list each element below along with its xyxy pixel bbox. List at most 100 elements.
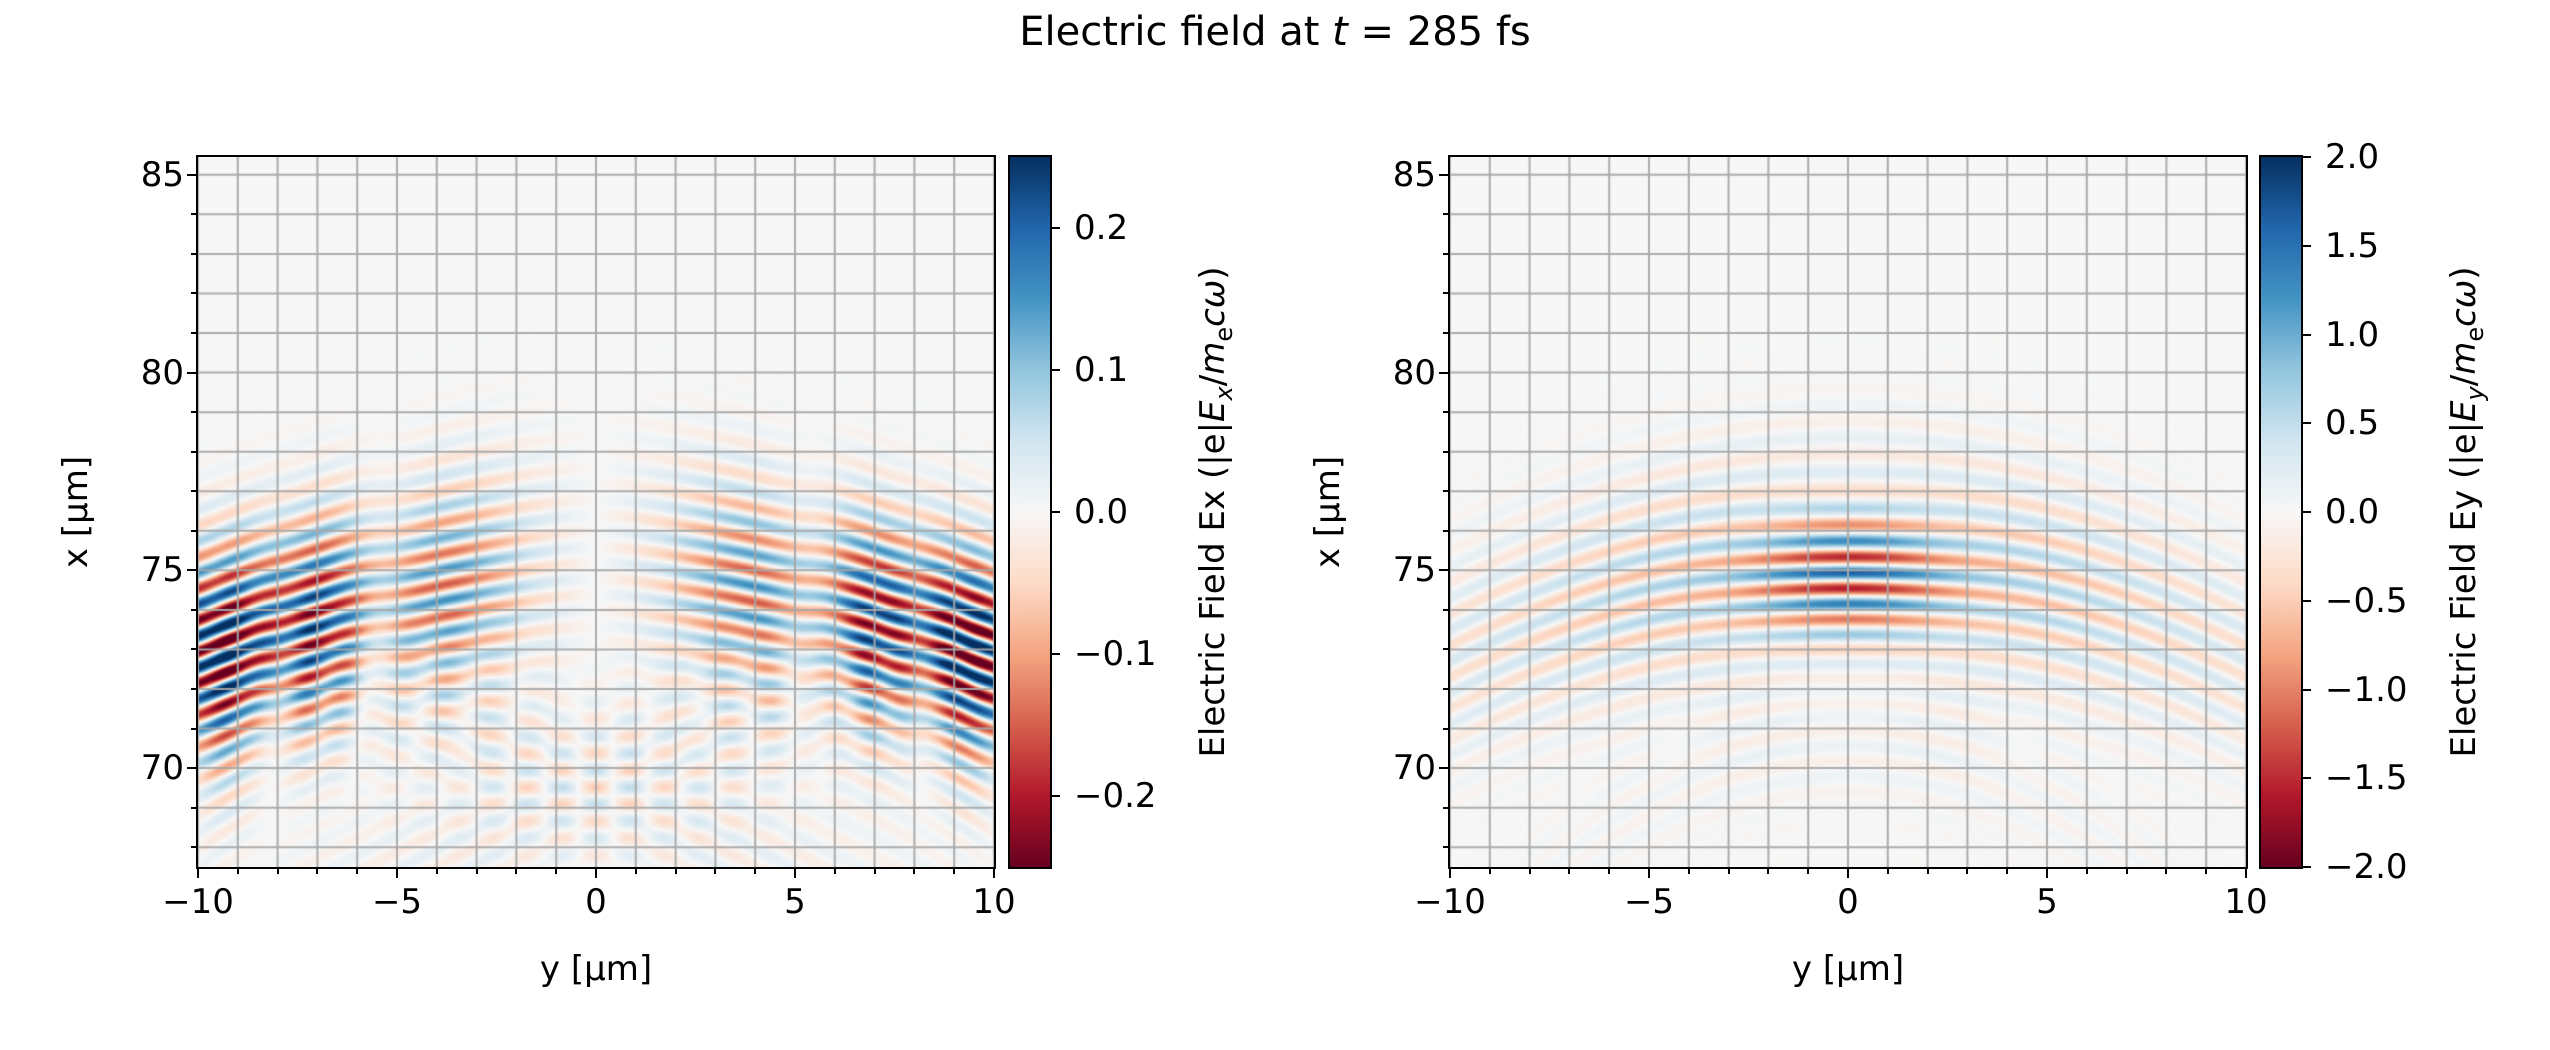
y-axis-major-tick xyxy=(1439,569,1448,572)
colorbar-tick-label: 0.0 xyxy=(1074,492,1129,532)
x-axis-minor-tick xyxy=(1687,869,1690,874)
y-axis-minor-tick xyxy=(191,292,196,295)
label-part: e xyxy=(1210,326,1238,342)
x-axis-minor-tick xyxy=(1926,869,1929,874)
ex-colorbar xyxy=(1008,155,1052,869)
x-axis-minor-tick xyxy=(634,869,637,874)
y-tick-label: 85 xyxy=(1392,154,1436,195)
x-axis-minor-tick xyxy=(2165,869,2168,874)
x-axis-major-tick xyxy=(1449,869,1451,878)
colorbar-tick-label: 1.5 xyxy=(2325,225,2380,266)
y-axis-minor-tick xyxy=(1443,213,1448,216)
y-tick-label: 85 xyxy=(140,154,184,195)
colorbar-tick-label: 0.2 xyxy=(1074,208,1129,248)
colorbar-tick xyxy=(1052,653,1060,655)
x-axis-minor-tick xyxy=(435,869,438,874)
colorbar-tick-label: 0.0 xyxy=(2325,492,2380,532)
y-axis-minor-tick xyxy=(191,529,196,532)
x-tick-label: 10 xyxy=(972,882,1016,922)
x-tick-label: 10 xyxy=(2224,882,2268,922)
colorbar-tick-label: −1.5 xyxy=(2325,758,2408,799)
y-axis-minor-tick xyxy=(1443,648,1448,651)
x-axis-major-tick xyxy=(794,869,796,878)
x-axis-minor-tick xyxy=(1488,869,1491,874)
subplot-ex xyxy=(196,155,996,869)
y-axis-major-tick xyxy=(187,767,196,770)
colorbar-tick xyxy=(2303,599,2311,602)
x-tick-label: −10 xyxy=(1414,882,1486,922)
colorbar-tick xyxy=(2303,866,2311,868)
y-axis-minor-tick xyxy=(191,806,196,809)
y-axis-minor-tick xyxy=(191,727,196,730)
colorbar-tick-label: 2.0 xyxy=(2325,137,2380,177)
label-part: y xyxy=(2461,386,2489,401)
colorbar-tick xyxy=(2303,777,2311,780)
x-axis-minor-tick xyxy=(515,869,518,874)
x-axis-minor-tick xyxy=(953,869,956,874)
label-part: Electric Field Ex (|e| xyxy=(1193,421,1233,758)
x-axis-minor-tick xyxy=(714,869,717,874)
ex-heatmap-canvas xyxy=(198,157,994,867)
y-axis-major-tick xyxy=(187,569,196,572)
x-axis-minor-tick xyxy=(2125,869,2128,874)
label-part: ω xyxy=(2444,279,2484,309)
x-axis-minor-tick xyxy=(2205,869,2208,874)
x-axis-minor-tick xyxy=(1886,869,1889,874)
subplot-ey xyxy=(1448,155,2248,869)
y-axis-minor-tick xyxy=(191,450,196,453)
colorbar-tick xyxy=(2303,156,2311,158)
y-tick-label: 75 xyxy=(1392,550,1436,591)
colorbar-tick xyxy=(2303,422,2311,425)
y-axis-minor-tick xyxy=(191,411,196,414)
y-axis-minor-tick xyxy=(191,490,196,493)
x-axis-major-tick xyxy=(993,869,995,878)
y-axis-minor-tick xyxy=(191,213,196,216)
ex-xaxis-label: y [μm] xyxy=(539,949,653,989)
y-axis-minor-tick xyxy=(1443,490,1448,493)
x-axis-major-tick xyxy=(595,869,597,878)
y-axis-minor-tick xyxy=(1443,332,1448,335)
x-tick-label: 5 xyxy=(784,882,806,922)
y-axis-major-tick xyxy=(1439,371,1448,374)
y-axis-minor-tick xyxy=(1443,608,1448,611)
label-part: ) xyxy=(2444,266,2484,280)
x-axis-major-tick xyxy=(197,869,199,878)
y-axis-major-tick xyxy=(187,173,196,176)
colorbar-tick xyxy=(2303,511,2311,513)
y-axis-minor-tick xyxy=(191,608,196,611)
label-part: Electric field at xyxy=(1019,9,1333,55)
colorbar-tick-label: 0.5 xyxy=(2325,403,2380,444)
x-axis-minor-tick xyxy=(316,869,319,874)
x-axis-minor-tick xyxy=(833,869,836,874)
y-tick-label: 70 xyxy=(140,748,184,789)
x-axis-minor-tick xyxy=(1608,869,1611,874)
colorbar-tick-label: −0.1 xyxy=(1074,634,1157,674)
x-axis-minor-tick xyxy=(356,869,359,874)
x-tick-label: 0 xyxy=(1837,882,1859,922)
y-axis-minor-tick xyxy=(1443,411,1448,414)
x-tick-label: −5 xyxy=(1623,882,1675,922)
x-axis-minor-tick xyxy=(1767,869,1770,874)
x-tick-label: 0 xyxy=(585,882,607,922)
x-axis-minor-tick xyxy=(2006,869,2009,874)
x-tick-label: −5 xyxy=(371,882,423,922)
y-axis-minor-tick xyxy=(1443,846,1448,849)
colorbar-tick xyxy=(1052,369,1060,371)
x-axis-minor-tick xyxy=(236,869,239,874)
label-part: E xyxy=(1193,400,1233,422)
label-part: t xyxy=(1332,9,1348,55)
colorbar-tick-label: 0.1 xyxy=(1074,350,1129,390)
colorbar-tick xyxy=(2303,333,2311,336)
ey-heatmap-canvas xyxy=(1450,157,2246,867)
x-axis-minor-tick xyxy=(1727,869,1730,874)
x-axis-minor-tick xyxy=(1568,869,1571,874)
x-axis-major-tick xyxy=(396,869,398,878)
label-part: ω xyxy=(1193,279,1233,309)
colorbar-tick-label: −1.0 xyxy=(2325,669,2408,710)
colorbar-tick xyxy=(1052,511,1060,513)
y-axis-major-tick xyxy=(187,371,196,374)
x-axis-minor-tick xyxy=(276,869,279,874)
x-axis-major-tick xyxy=(2046,869,2048,878)
colorbar-tick-label: −0.2 xyxy=(1074,776,1157,816)
